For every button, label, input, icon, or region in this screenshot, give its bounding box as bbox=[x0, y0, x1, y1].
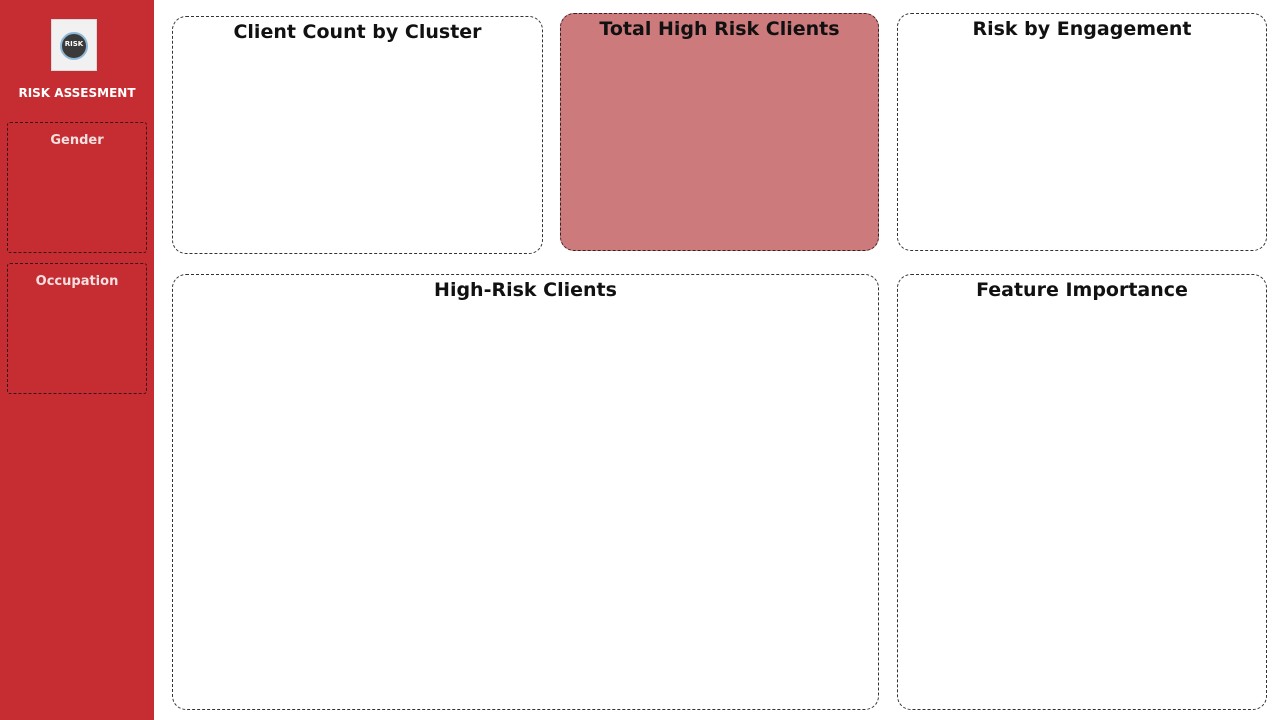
feature-importance-title: Feature Importance bbox=[976, 279, 1188, 301]
occupation-slicer-label: Occupation bbox=[35, 274, 119, 289]
sidebar: RISK RISK ASSESMENT Gender Occupation bbox=[0, 0, 154, 720]
risk-engagement-title: Risk by Engagement bbox=[972, 18, 1192, 40]
logo-emblem-icon bbox=[60, 32, 88, 60]
high-risk-clients-card[interactable]: High-Risk Clients bbox=[172, 274, 879, 710]
total-high-risk-title: Total High Risk Clients bbox=[599, 18, 840, 40]
risk-engagement-card[interactable]: Risk by Engagement bbox=[897, 13, 1267, 251]
logo-text: RISK bbox=[64, 40, 84, 48]
high-risk-clients-title: High-Risk Clients bbox=[434, 279, 617, 301]
client-count-card[interactable]: Client Count by Cluster bbox=[172, 16, 543, 254]
app-title: RISK ASSESMENT bbox=[18, 86, 136, 100]
risk-logo: RISK bbox=[51, 19, 97, 71]
gender-slicer[interactable]: Gender bbox=[7, 122, 147, 253]
total-high-risk-card[interactable]: Total High Risk Clients bbox=[560, 13, 879, 251]
occupation-slicer[interactable]: Occupation bbox=[7, 263, 147, 394]
client-count-title: Client Count by Cluster bbox=[233, 21, 482, 43]
feature-importance-card[interactable]: Feature Importance bbox=[897, 274, 1267, 710]
gender-slicer-label: Gender bbox=[50, 133, 104, 148]
